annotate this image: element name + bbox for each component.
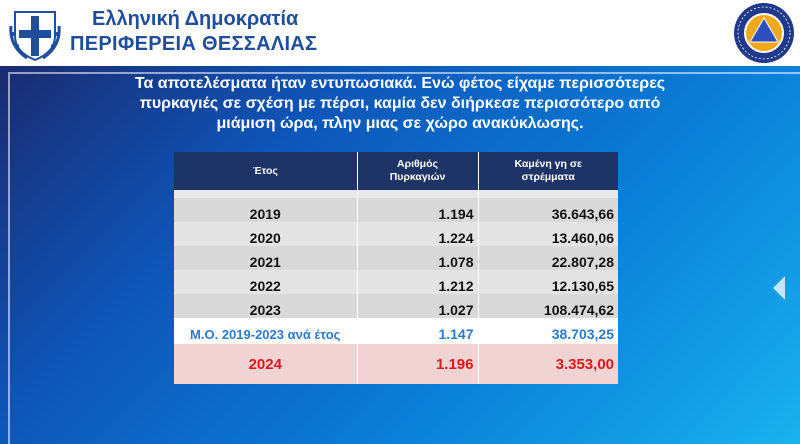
- lead-text: Τα αποτελέσματα ήταν εντυπωσιακά. Ενώ φέ…: [95, 74, 705, 134]
- cell-burned: 22.807,28: [478, 246, 618, 270]
- table-row: 2020 1.224 13.460,06: [174, 222, 618, 246]
- table-row-average: Μ.Ο. 2019-2023 ανά έτος 1.147 38.703,25: [174, 318, 618, 344]
- cell-fires: 1.078: [357, 246, 479, 270]
- header-title-line1: Ελληνική Δημοκρατία: [92, 8, 299, 30]
- header-burned-line1: Καμένη γη σε: [514, 158, 582, 170]
- table-spacer: [174, 190, 618, 198]
- cell-average-burned: 38.703,25: [478, 318, 618, 344]
- decorative-triangle: [773, 276, 785, 300]
- cell-average-label: Μ.Ο. 2019-2023 ανά έτος: [174, 318, 358, 344]
- cell-year: 2019: [174, 198, 358, 222]
- lead-line-2: πυρκαγιές σε σχέση με πέρσι, καμία δεν δ…: [139, 95, 661, 112]
- header-title-line2: ΠΕΡΙΦΕΡΕΙΑ ΘΕΣΣΑΛΙΑΣ: [70, 33, 318, 55]
- table-row: 2019 1.194 36.643,66: [174, 198, 618, 222]
- table-row-2024: 2024 1.196 3.353,00: [174, 343, 618, 384]
- cell-current-fires: 1.196: [357, 343, 479, 384]
- decorative-frame: [8, 72, 800, 444]
- main-panel: Τα αποτελέσματα ήταν εντυπωσιακά. Ενώ φέ…: [0, 66, 800, 444]
- lead-line-3: μιάμιση ώρα, πλην μιας σε χώρο ανακύκλωσ…: [216, 115, 584, 132]
- header-fires-line1: Αριθμός: [397, 158, 438, 170]
- cell-fires: 1.224: [357, 222, 479, 246]
- cell-burned: 12.130,65: [478, 270, 618, 294]
- cell-year: 2021: [174, 246, 358, 270]
- lead-line-1: Τα αποτελέσματα ήταν εντυπωσιακά. Ενώ φέ…: [134, 75, 666, 92]
- table-row: 2022 1.212 12.130,65: [174, 270, 618, 294]
- cell-fires: 1.027: [357, 294, 479, 318]
- cell-average-fires: 1.147: [357, 318, 479, 344]
- header-burned-line2: στρέμματα: [521, 171, 575, 183]
- table-header-row: Έτος Αριθμός Πυρκαγιών Καμένη γη σε στρέ…: [174, 152, 618, 190]
- cell-current-burned: 3.353,00: [478, 343, 618, 384]
- cell-year: 2022: [174, 270, 358, 294]
- cell-fires: 1.194: [357, 198, 479, 222]
- cell-fires: 1.212: [357, 270, 479, 294]
- cell-burned: 108.474,62: [478, 294, 618, 318]
- cell-year: 2023: [174, 294, 358, 318]
- cell-burned: 13.460,06: [478, 222, 618, 246]
- fires-table: Έτος Αριθμός Πυρκαγιών Καμένη γη σε στρέ…: [174, 152, 618, 384]
- header-year-label: Έτος: [252, 164, 278, 177]
- header: Ελληνική Δημοκρατία ΠΕΡΙΦΕΡΕΙΑ ΘΕΣΣΑΛΙΑΣ: [0, 0, 800, 66]
- header-fires: Αριθμός Πυρκαγιών: [357, 152, 479, 190]
- civil-protection-seal-icon: [734, 3, 794, 63]
- cell-year: 2020: [174, 222, 358, 246]
- header-fires-line2: Πυρκαγιών: [389, 171, 446, 183]
- greek-coat-of-arms-icon: [9, 11, 61, 62]
- table-row: 2021 1.078 22.807,28: [174, 246, 618, 270]
- header-year: Έτος: [174, 152, 358, 190]
- cell-current-year: 2024: [174, 343, 358, 384]
- cell-burned: 36.643,66: [478, 198, 618, 222]
- header-burned: Καμένη γη σε στρέμματα: [478, 152, 618, 190]
- table-row: 2023 1.027 108.474,62: [174, 294, 618, 318]
